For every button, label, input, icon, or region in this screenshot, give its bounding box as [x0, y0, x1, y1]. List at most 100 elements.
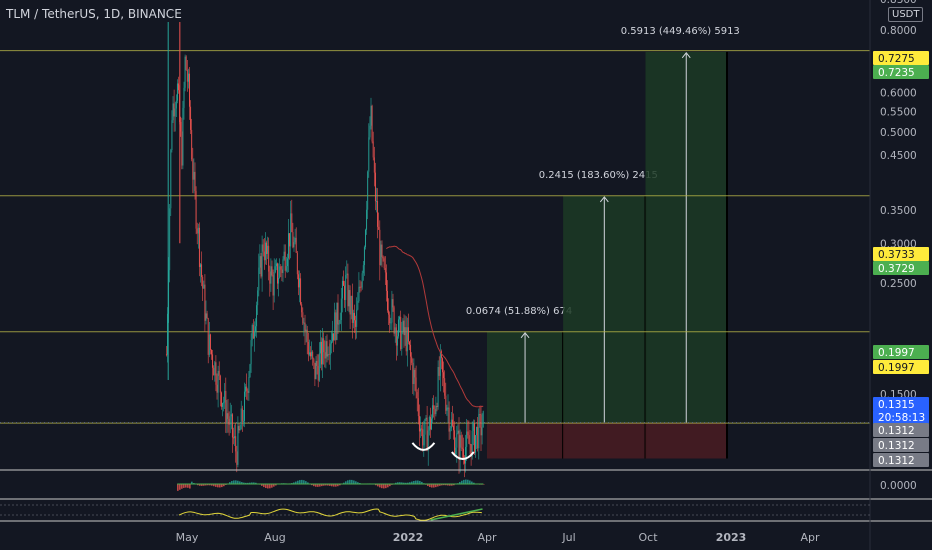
histogram-bar: [265, 484, 267, 489]
candle: [481, 413, 483, 445]
candle: [402, 318, 404, 335]
candle: [229, 402, 231, 434]
candle: [302, 307, 304, 326]
candle: [288, 219, 289, 273]
candle-body: [450, 419, 452, 429]
candle: [329, 339, 331, 370]
candle-body: [233, 437, 234, 439]
candle: [480, 405, 482, 451]
candle: [406, 317, 408, 367]
candle: [237, 416, 239, 468]
candle: [187, 68, 189, 89]
candle-body: [189, 73, 190, 107]
histogram-bar: [191, 481, 193, 484]
candle-body: [234, 436, 236, 439]
candle-body: [169, 208, 171, 271]
candle-body: [401, 331, 403, 349]
candle-body: [409, 341, 410, 345]
candle-body: [443, 372, 445, 379]
candle-body: [241, 408, 243, 422]
candle: [278, 263, 280, 297]
histogram-bar: [263, 484, 265, 488]
candle: [396, 330, 398, 356]
price-tag-text: 20:58:13: [878, 412, 925, 424]
candle-body: [459, 435, 461, 461]
price-tag-text: 0.7235: [878, 67, 915, 79]
candle-body: [367, 171, 369, 210]
candle: [172, 96, 174, 123]
candle-body: [246, 386, 248, 391]
candle: [369, 116, 371, 140]
candle-body: [300, 278, 302, 305]
candle-body: [415, 377, 417, 393]
histogram-bar: [409, 482, 411, 484]
price-tag: 0.3729: [873, 261, 929, 275]
candle-body: [337, 302, 339, 325]
price-tag-text: 0.1312: [878, 440, 915, 452]
y-tick-label: 0.3500: [880, 205, 917, 217]
candle-body: [167, 313, 168, 355]
histogram-bar: [333, 484, 335, 487]
candle: [451, 405, 453, 428]
candle: [449, 426, 451, 439]
candle: [373, 146, 375, 187]
candle: [477, 417, 479, 452]
candle: [447, 394, 449, 423]
candle-body: [381, 244, 383, 257]
candle-body: [223, 402, 225, 404]
candle-body: [390, 322, 392, 324]
histogram-bar: [437, 484, 439, 487]
histogram-bar: [243, 482, 245, 484]
candle-body: [196, 228, 198, 234]
candle: [292, 222, 294, 249]
candle-body: [324, 352, 326, 359]
candle-body: [470, 444, 472, 457]
candle-body: [448, 407, 450, 432]
candle-body: [349, 290, 351, 315]
candle: [421, 424, 423, 437]
candle: [268, 237, 270, 281]
histogram-bar: [399, 482, 401, 484]
candle: [173, 89, 175, 132]
candle-body: [278, 277, 280, 284]
candle-body: [413, 369, 415, 385]
price-tag: 0.1315: [873, 397, 929, 411]
histogram-bar: [471, 481, 473, 484]
candle: [303, 317, 305, 337]
candle: [190, 100, 192, 135]
candle-body: [449, 428, 451, 432]
candle: [214, 360, 216, 382]
candle: [334, 302, 336, 341]
candle: [200, 262, 201, 283]
candle: [443, 361, 445, 393]
candle: [445, 382, 447, 415]
candle: [420, 416, 421, 438]
candle: [391, 290, 393, 331]
candle-body: [471, 430, 473, 457]
candle: [335, 309, 337, 345]
candle-body: [295, 237, 297, 253]
oscillator-panel: [0, 504, 870, 521]
currency-badge[interactable]: USDT: [888, 7, 924, 22]
histogram-bar: [295, 481, 297, 484]
histogram-bar: [435, 484, 437, 488]
candle-body: [240, 408, 242, 430]
histogram-bar: [249, 482, 251, 484]
candle: [259, 244, 261, 274]
price-tag-bg: [873, 345, 929, 359]
candle-body: [465, 446, 467, 464]
candle: [411, 352, 413, 366]
candle: [220, 391, 222, 410]
candle-body: [392, 299, 394, 308]
candle-body: [379, 229, 381, 266]
histogram-bar: [229, 482, 231, 484]
candle: [448, 401, 450, 440]
candle-body: [466, 431, 468, 447]
histogram-bar: [347, 480, 349, 484]
candle-body: [467, 431, 469, 436]
candle-body: [316, 360, 318, 366]
price-tag-bg: [873, 51, 929, 65]
x-tick-label: Aug: [264, 531, 285, 544]
candle: [181, 117, 183, 170]
